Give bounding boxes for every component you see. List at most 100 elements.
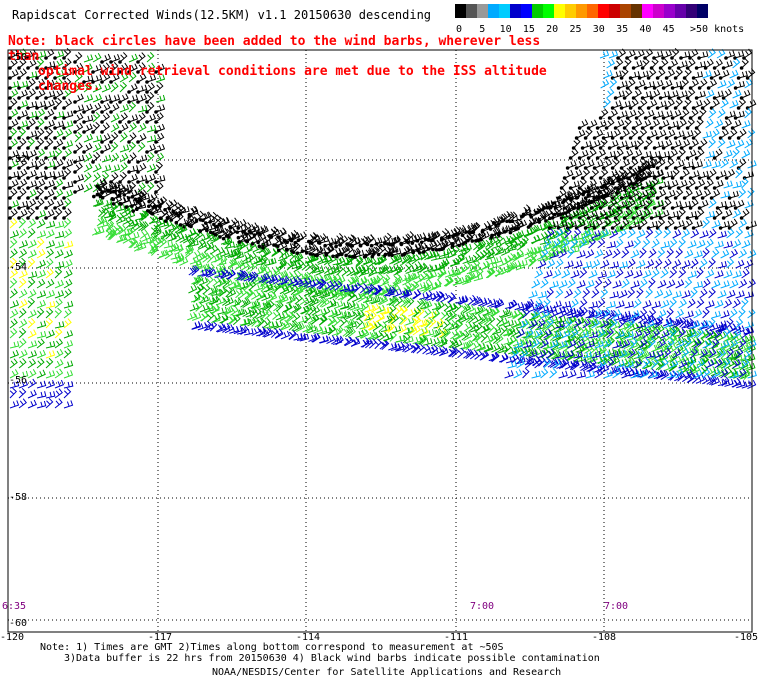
wind-barb [705, 210, 715, 219]
wind-barb [628, 158, 639, 170]
wind-barb [676, 179, 688, 190]
wind-barb [285, 311, 294, 322]
legend-swatch [609, 4, 620, 18]
wind-barb [720, 280, 730, 289]
wind-barb [329, 276, 338, 287]
wind-barb [552, 316, 562, 324]
wind-barb [63, 387, 72, 399]
wind-barb [8, 159, 19, 170]
wind-barb [150, 243, 159, 255]
wind-barb [738, 307, 746, 319]
wind-barb [415, 232, 427, 243]
wind-barb [555, 323, 565, 333]
wind-barb [712, 148, 723, 160]
wind-barb [592, 188, 603, 200]
wind-barb [62, 120, 74, 130]
wind-barb [669, 334, 678, 345]
wind-barb [473, 297, 483, 306]
wind-barb [679, 51, 691, 60]
wind-barb [693, 250, 703, 259]
wind-barb [205, 295, 215, 305]
wind-barb [163, 241, 174, 249]
wind-barb [723, 149, 733, 159]
wind-barb [487, 257, 497, 266]
wind-barb [146, 124, 157, 133]
wind-barb [158, 237, 167, 248]
wind-barb [522, 318, 530, 329]
wind-barb [128, 237, 137, 249]
wind-barb [425, 317, 434, 328]
wind-barb [505, 211, 515, 224]
wind-barb [145, 91, 155, 104]
wind-barb [118, 171, 128, 184]
wind-barb [649, 150, 661, 160]
wind-barb [496, 315, 504, 326]
wind-barb [501, 247, 511, 256]
wind-barb [115, 212, 124, 223]
wind-barb [128, 72, 137, 83]
legend-swatch [587, 4, 598, 18]
wind-barb [82, 114, 94, 124]
wind-barb [393, 256, 403, 266]
wind-barb [741, 297, 749, 309]
wind-barb [559, 210, 571, 220]
wind-barb [188, 284, 198, 294]
legend-swatch [631, 4, 642, 18]
wind-barb [200, 263, 210, 273]
wind-barb [610, 157, 620, 170]
wind-barb [702, 247, 710, 259]
wind-barb [296, 231, 307, 243]
wind-barb [130, 219, 139, 230]
wind-barb [623, 340, 633, 350]
wind-barb [83, 152, 93, 163]
wind-barb [508, 335, 518, 346]
wind-barb [675, 354, 685, 364]
wind-barb [375, 285, 383, 296]
wind-barb [312, 332, 321, 343]
wind-barb [733, 199, 745, 210]
wind-barb [362, 337, 370, 348]
wind-barb [73, 122, 84, 134]
wind-barb [600, 79, 610, 89]
wind-barb [595, 179, 607, 190]
wind-barb [655, 189, 667, 200]
wind-barb [100, 103, 111, 114]
wind-barb [747, 128, 756, 139]
wind-barb [127, 94, 139, 104]
wind-barb [634, 79, 646, 90]
wind-barb [154, 63, 165, 74]
wind-barb [185, 245, 193, 256]
wind-barb [228, 220, 240, 230]
wind-barb [332, 327, 342, 336]
wind-barb [44, 79, 55, 90]
wind-barb [8, 188, 18, 200]
wind-barb [416, 343, 425, 354]
wind-barb [676, 147, 686, 160]
wind-barb [441, 258, 450, 269]
wind-barb [646, 188, 657, 200]
wind-barb [45, 301, 56, 309]
wind-barb [637, 98, 648, 110]
wind-barb [329, 307, 338, 318]
wind-barb [640, 119, 652, 130]
wind-barb [118, 224, 127, 235]
wind-barb [702, 307, 710, 319]
wind-barb [9, 248, 18, 259]
wind-barb [627, 288, 636, 299]
wind-barb [53, 78, 63, 90]
wind-barb [673, 160, 685, 170]
lat-label-50: -50 [9, 52, 28, 63]
wind-barb [688, 198, 699, 210]
wind-barb [241, 222, 252, 234]
wind-barb [149, 216, 159, 224]
wind-barb [62, 88, 72, 100]
wind-barb [221, 313, 229, 324]
wind-barb [463, 348, 472, 359]
wind-barb [729, 279, 739, 289]
wind-barb [236, 327, 247, 335]
wind-barb [62, 47, 72, 60]
wind-barb [27, 358, 37, 369]
wind-barb [735, 259, 745, 269]
wind-barb [291, 320, 300, 332]
wind-barb [62, 68, 73, 80]
